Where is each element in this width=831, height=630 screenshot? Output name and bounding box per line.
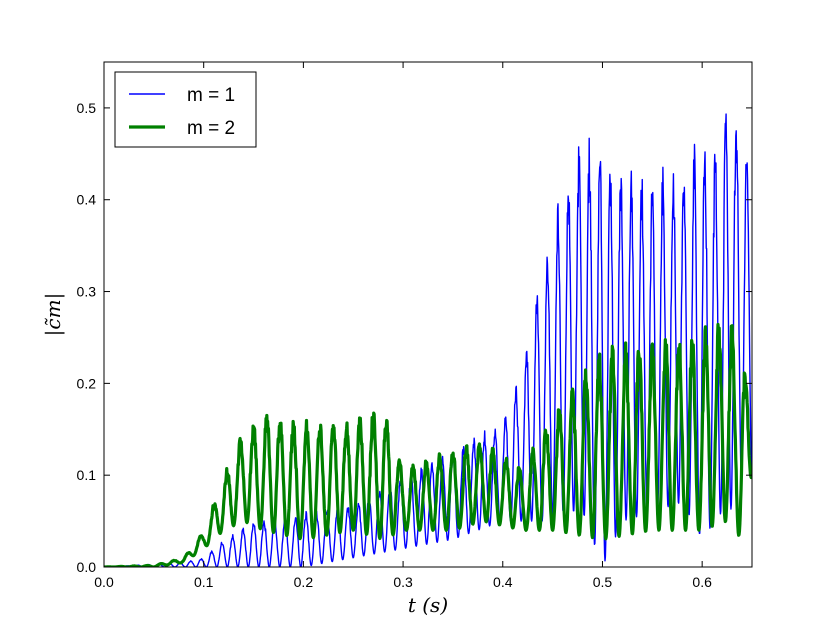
x-tick-label: 0.1 <box>194 574 214 590</box>
y-tick-label: 0.0 <box>77 559 97 575</box>
legend-label-m2: m = 2 <box>187 118 235 139</box>
legend-box <box>114 71 257 148</box>
x-tick-label: 0.5 <box>593 574 613 590</box>
x-tick-label: 0.6 <box>692 574 712 590</box>
y-tick-label: 0.4 <box>77 192 97 208</box>
x-tick-label: 0.3 <box>393 574 413 590</box>
legend: m = 1 m = 2 <box>114 71 257 148</box>
x-axis-label: t (s) <box>408 593 448 617</box>
x-tick-label: 0.2 <box>294 574 314 590</box>
x-tick-label: 0.0 <box>94 574 114 590</box>
x-tick-label: 0.4 <box>493 574 513 590</box>
y-ticks: 0.0 0.1 0.2 0.3 0.4 0.5 <box>77 100 752 575</box>
y-tick-label: 0.2 <box>77 375 97 391</box>
x-ticks: 0.0 0.1 0.2 0.3 0.4 0.5 0.6 <box>94 62 712 590</box>
y-tick-label: 0.1 <box>77 467 97 483</box>
y-tick-label: 0.3 <box>77 284 97 300</box>
legend-label-m1: m = 1 <box>187 85 235 106</box>
series-layer <box>104 113 752 567</box>
y-tick-label: 0.5 <box>77 100 97 116</box>
series-line-m2 <box>104 322 752 567</box>
y-axis-label: |c̃m| <box>41 293 66 337</box>
series-line-m1 <box>104 113 752 567</box>
axes-frame <box>103 61 753 568</box>
